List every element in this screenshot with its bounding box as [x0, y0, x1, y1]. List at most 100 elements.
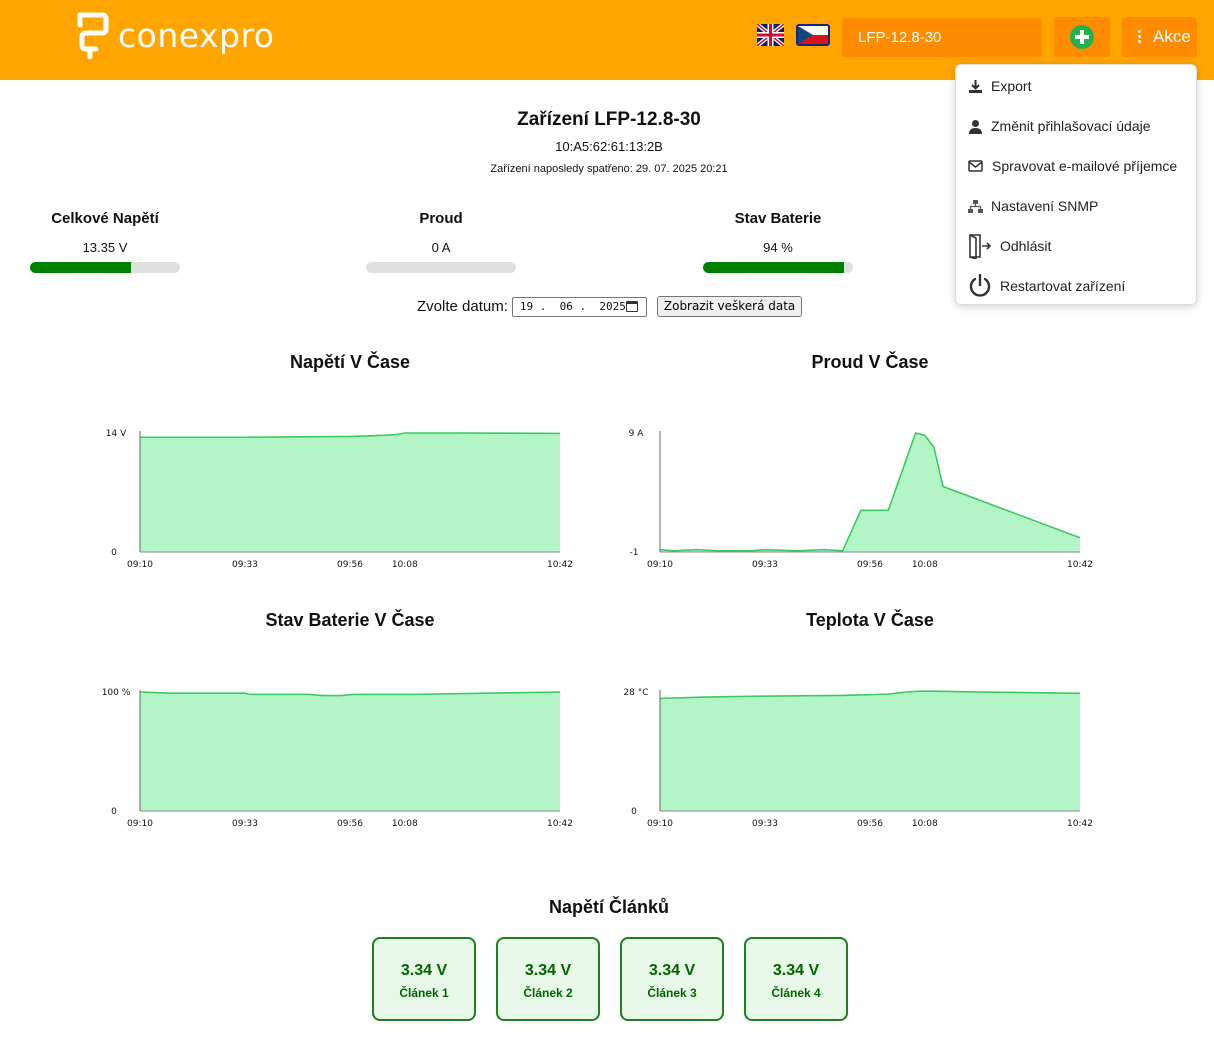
- device-select-value: LFP-12.8-30: [858, 29, 942, 46]
- series-line: [659, 432, 1081, 552]
- y-tick-label: 28 °C: [623, 688, 648, 698]
- logout-icon: [969, 234, 992, 259]
- area-fill: [660, 691, 1080, 811]
- device-select[interactable]: LFP-12.8-30: [842, 18, 1042, 57]
- x-tick-label: 10:42: [1067, 819, 1093, 829]
- brand-logo[interactable]: conexpro: [74, 11, 274, 59]
- brand-name: conexpro: [118, 15, 275, 55]
- y-tick-label: 0: [111, 807, 117, 817]
- y-tick-label: -1: [630, 548, 639, 558]
- metric-label: Proud: [419, 210, 463, 227]
- metric-battery-state: Stav Baterie 94 %: [703, 210, 853, 273]
- x-tick-label: 09:10: [647, 560, 673, 570]
- date-input[interactable]: 19 . 06 . 2025: [511, 296, 647, 317]
- cell-voltage: 3.34 V: [772, 962, 820, 979]
- uk-flag-icon[interactable]: [757, 24, 784, 46]
- device-title: Zařízení LFP-12.8-30: [517, 109, 701, 130]
- x-tick-label: 09:33: [232, 560, 258, 570]
- x-tick-label: 09:56: [857, 560, 883, 570]
- progress-fill: [703, 262, 844, 273]
- actions-dropdown: Export Změnit přihlašovací údaje Spravov…: [955, 64, 1197, 305]
- x-tick-label: 10:42: [547, 819, 573, 829]
- menu-item-snmp-settings[interactable]: Nastavení SNMP: [968, 194, 1098, 218]
- x-tick-label: 10:08: [392, 819, 418, 829]
- x-tick-label: 09:56: [337, 819, 363, 829]
- menu-item-label: Restartovat zařízení: [1000, 278, 1126, 294]
- cell-voltage: 3.34 V: [400, 962, 448, 979]
- series-line: [140, 432, 561, 439]
- plus-circle-icon: [1070, 25, 1094, 49]
- device-last-seen: Zařízení naposledy spatřeno: 29. 07. 202…: [490, 163, 728, 175]
- progress-bar: [30, 262, 180, 273]
- cell-name: Článek 2: [523, 986, 573, 1000]
- metric-value: 94 %: [763, 240, 793, 255]
- actions-button[interactable]: Akce: [1122, 17, 1197, 57]
- metric-value: 13.35 V: [82, 240, 128, 255]
- voltage-chart: 0 14 V 09:10 09:33 09:56 10:08 10:42: [106, 429, 573, 570]
- x-tick-label: 09:56: [337, 560, 363, 570]
- x-tick-label: 09:33: [752, 819, 778, 829]
- actions-button-label: Akce: [1153, 27, 1191, 46]
- cell-name: Článek 1: [399, 986, 449, 1000]
- x-tick-label: 09:10: [127, 560, 153, 570]
- area-fill: [140, 433, 560, 552]
- date-filter: Zvolte datum: 19 . 06 . 2025 Zobrazit ve…: [417, 296, 803, 317]
- metric-value: 0 A: [431, 240, 451, 255]
- y-tick-label: 0: [111, 548, 117, 558]
- progress-bar: [366, 262, 516, 273]
- menu-item-label: Spravovat e-mailové příjemce: [992, 158, 1178, 174]
- x-tick-label: 10:42: [1067, 560, 1093, 570]
- x-tick-label: 09:10: [127, 819, 153, 829]
- add-device-button[interactable]: [1054, 17, 1110, 57]
- menu-item-restart-device[interactable]: Restartovat zařízení: [968, 271, 1125, 301]
- x-tick-label: 10:42: [547, 560, 573, 570]
- y-tick-label: 14 V: [106, 429, 127, 439]
- calendar-icon[interactable]: [625, 300, 638, 312]
- y-tick-label: 0: [631, 807, 637, 817]
- date-label: Zvolte datum:: [417, 298, 508, 315]
- mail-icon: [968, 160, 983, 172]
- cells-title: Napětí Článků: [548, 897, 670, 917]
- device-mac: 10:A5:62:61:13:2B: [555, 139, 663, 154]
- series-line: [659, 690, 1081, 700]
- metric-label: Stav Baterie: [734, 210, 822, 227]
- show-all-data-button[interactable]: Zobrazit veškerá data: [656, 296, 803, 317]
- series-line: [139, 691, 561, 697]
- chart-title: Proud V Čase: [811, 352, 929, 372]
- download-icon: [969, 79, 982, 93]
- temperature-chart: 0 28 °C 09:10 09:33 09:56 10:08 10:42: [623, 688, 1093, 829]
- area-fill: [660, 433, 1080, 552]
- cz-flag-icon[interactable]: [796, 24, 830, 46]
- x-tick-label: 10:08: [912, 819, 938, 829]
- x-tick-label: 09:33: [752, 560, 778, 570]
- cell-card: 3.34 V Článek 2: [496, 937, 600, 1021]
- battery-state-chart: 0 100 % 09:10 09:33 09:56 10:08 10:42: [102, 688, 573, 829]
- cell-voltage: 3.34 V: [524, 962, 572, 979]
- cell-card: 3.34 V Článek 4: [744, 937, 848, 1021]
- current-chart: -1 9 A 09:10 09:33 09:56 10:08 10:42: [629, 429, 1093, 570]
- chart-title: Napětí V Čase: [289, 352, 411, 372]
- chart-title: Teplota V Čase: [806, 610, 934, 630]
- menu-item-change-credentials[interactable]: Změnit přihlašovací údaje: [968, 114, 1151, 138]
- menu-item-email-recipients[interactable]: Spravovat e-mailové příjemce: [968, 154, 1177, 178]
- chart-title: Stav Baterie V Čase: [265, 610, 435, 630]
- menu-item-label: Export: [991, 78, 1032, 94]
- cell-name: Článek 3: [647, 986, 697, 1000]
- cell-card: 3.34 V Článek 1: [372, 937, 476, 1021]
- x-tick-label: 09:33: [232, 819, 258, 829]
- power-icon: [969, 274, 991, 297]
- metric-label: Celkové Napětí: [51, 210, 159, 227]
- kebab-menu-icon: [1138, 30, 1142, 44]
- conexpro-logo-icon: [77, 12, 109, 59]
- top-header: conexpro LFP-12.8-30 Akce: [0, 0, 1214, 80]
- x-tick-label: 09:56: [857, 819, 883, 829]
- menu-item-label: Změnit přihlašovací údaje: [991, 118, 1151, 134]
- menu-item-export[interactable]: Export: [968, 74, 1031, 98]
- menu-item-label: Odhlásit: [1000, 238, 1052, 254]
- cell-card: 3.34 V Článek 3: [620, 937, 724, 1021]
- date-input-value: 19 . 06 . 2025: [519, 299, 626, 313]
- cell-name: Článek 4: [771, 986, 821, 1000]
- menu-item-logout[interactable]: Odhlásit: [968, 231, 1051, 261]
- y-tick-label: 100 %: [102, 688, 131, 698]
- menu-item-label: Nastavení SNMP: [991, 198, 1099, 214]
